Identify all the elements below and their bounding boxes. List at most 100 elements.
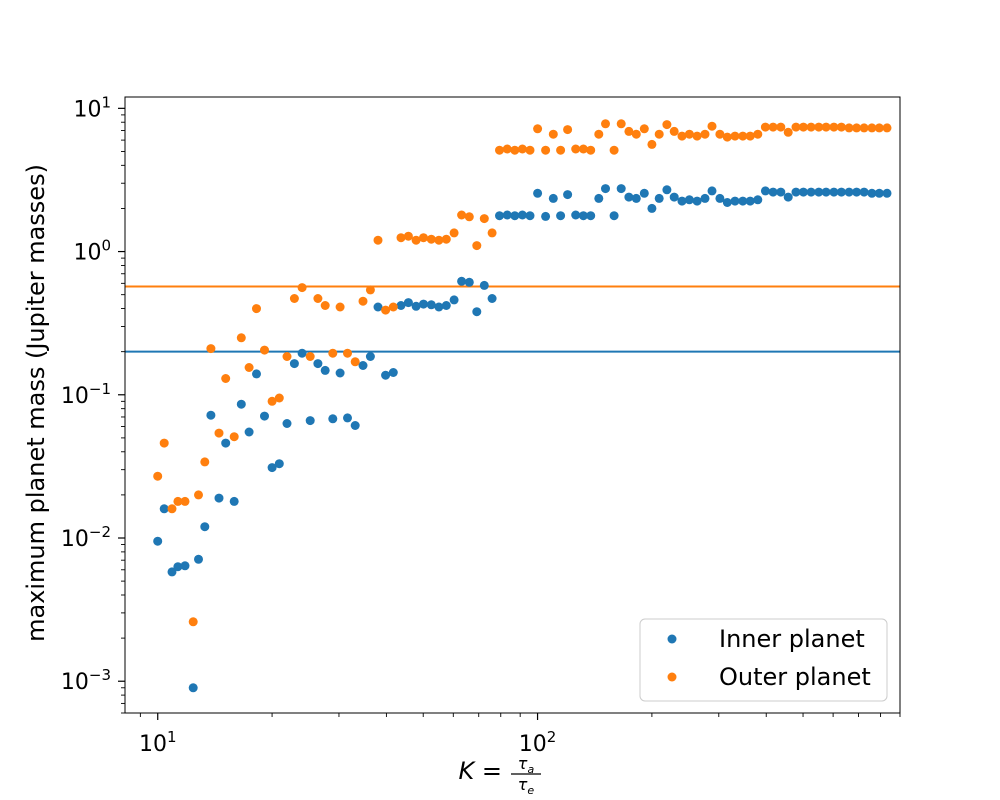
data-point (541, 145, 551, 155)
data-point (320, 365, 330, 375)
data-point (236, 399, 246, 409)
data-point (601, 184, 610, 194)
legend-label: Outer planet (719, 663, 871, 691)
data-point (510, 211, 520, 221)
data-point (411, 235, 421, 245)
data-point (829, 187, 839, 197)
data-point (578, 211, 588, 221)
data-point (586, 145, 596, 155)
data-point (343, 413, 352, 423)
data-point (206, 410, 216, 420)
data-point (236, 333, 246, 343)
data-point (510, 145, 520, 155)
data-point (260, 411, 269, 421)
data-point (609, 211, 619, 221)
data-point (419, 299, 428, 309)
data-point (745, 196, 755, 206)
data-points (153, 119, 892, 693)
data-point (267, 463, 277, 473)
data-point (798, 122, 808, 132)
data-point (289, 359, 299, 369)
data-point (517, 144, 527, 154)
x-axis-label: K = τa τe (459, 754, 541, 797)
data-point (715, 193, 725, 203)
data-point (647, 139, 657, 149)
legend-marker (667, 672, 677, 682)
data-point (267, 396, 277, 406)
data-point (487, 294, 497, 303)
data-point (722, 132, 732, 142)
data-point (221, 374, 231, 383)
series-inner-planet (153, 184, 892, 693)
x-tick-label: 102 (519, 728, 557, 757)
data-point (859, 123, 869, 133)
data-point (188, 617, 198, 627)
data-point (457, 276, 467, 286)
data-point (791, 122, 801, 132)
data-point (365, 352, 375, 361)
data-point (609, 145, 619, 155)
data-point (594, 129, 604, 139)
data-point (578, 144, 588, 154)
data-point (601, 119, 610, 129)
data-point (173, 496, 183, 506)
data-point (662, 185, 672, 195)
y-tick-label: 101 (73, 93, 111, 122)
data-point (194, 490, 203, 500)
x-axis-label-denominator: τe (518, 775, 535, 797)
data-point (274, 459, 284, 469)
data-point (654, 129, 664, 139)
data-point (715, 129, 725, 139)
data-point (449, 295, 459, 305)
data-point (768, 122, 778, 132)
data-point (556, 211, 566, 221)
data-point (373, 302, 383, 312)
data-point (464, 212, 474, 222)
data-point (776, 187, 786, 197)
data-point (200, 457, 210, 467)
data-point (882, 188, 892, 198)
data-point (305, 352, 315, 361)
data-point (305, 416, 315, 426)
data-point (381, 370, 391, 380)
data-point (669, 126, 679, 136)
data-point (441, 234, 451, 244)
data-point (214, 493, 224, 503)
data-point (289, 294, 299, 303)
data-point (350, 357, 360, 367)
x-axis-label-numerator: τa (518, 754, 535, 776)
data-point (563, 125, 573, 135)
data-point (548, 193, 558, 203)
data-point (403, 298, 413, 308)
data-point (829, 122, 839, 132)
data-point (358, 296, 368, 306)
data-point (335, 368, 345, 378)
data-point (282, 419, 292, 428)
axes-frame (124, 96, 901, 714)
data-point (639, 188, 649, 198)
data-point (297, 283, 307, 293)
y-tick-label: 10−3 (61, 666, 111, 695)
data-point (798, 187, 808, 197)
data-point (457, 210, 467, 220)
data-point (426, 300, 436, 310)
data-point (525, 211, 535, 221)
data-point (411, 301, 421, 311)
y-axis-label: maximum planet mass (Jupiter masses) (22, 164, 50, 642)
data-point (350, 421, 360, 430)
data-point (753, 195, 763, 205)
data-point (244, 363, 254, 372)
data-point (821, 187, 831, 197)
data-point (669, 192, 679, 202)
data-point (159, 504, 169, 514)
data-point (677, 131, 687, 141)
data-point (173, 562, 183, 572)
data-point (335, 302, 345, 312)
data-point (852, 187, 862, 197)
data-point (495, 145, 504, 155)
data-point (639, 124, 649, 134)
y-tick-label: 10−1 (61, 380, 111, 409)
data-point (768, 187, 778, 197)
x-tick-label: 101 (139, 728, 177, 757)
